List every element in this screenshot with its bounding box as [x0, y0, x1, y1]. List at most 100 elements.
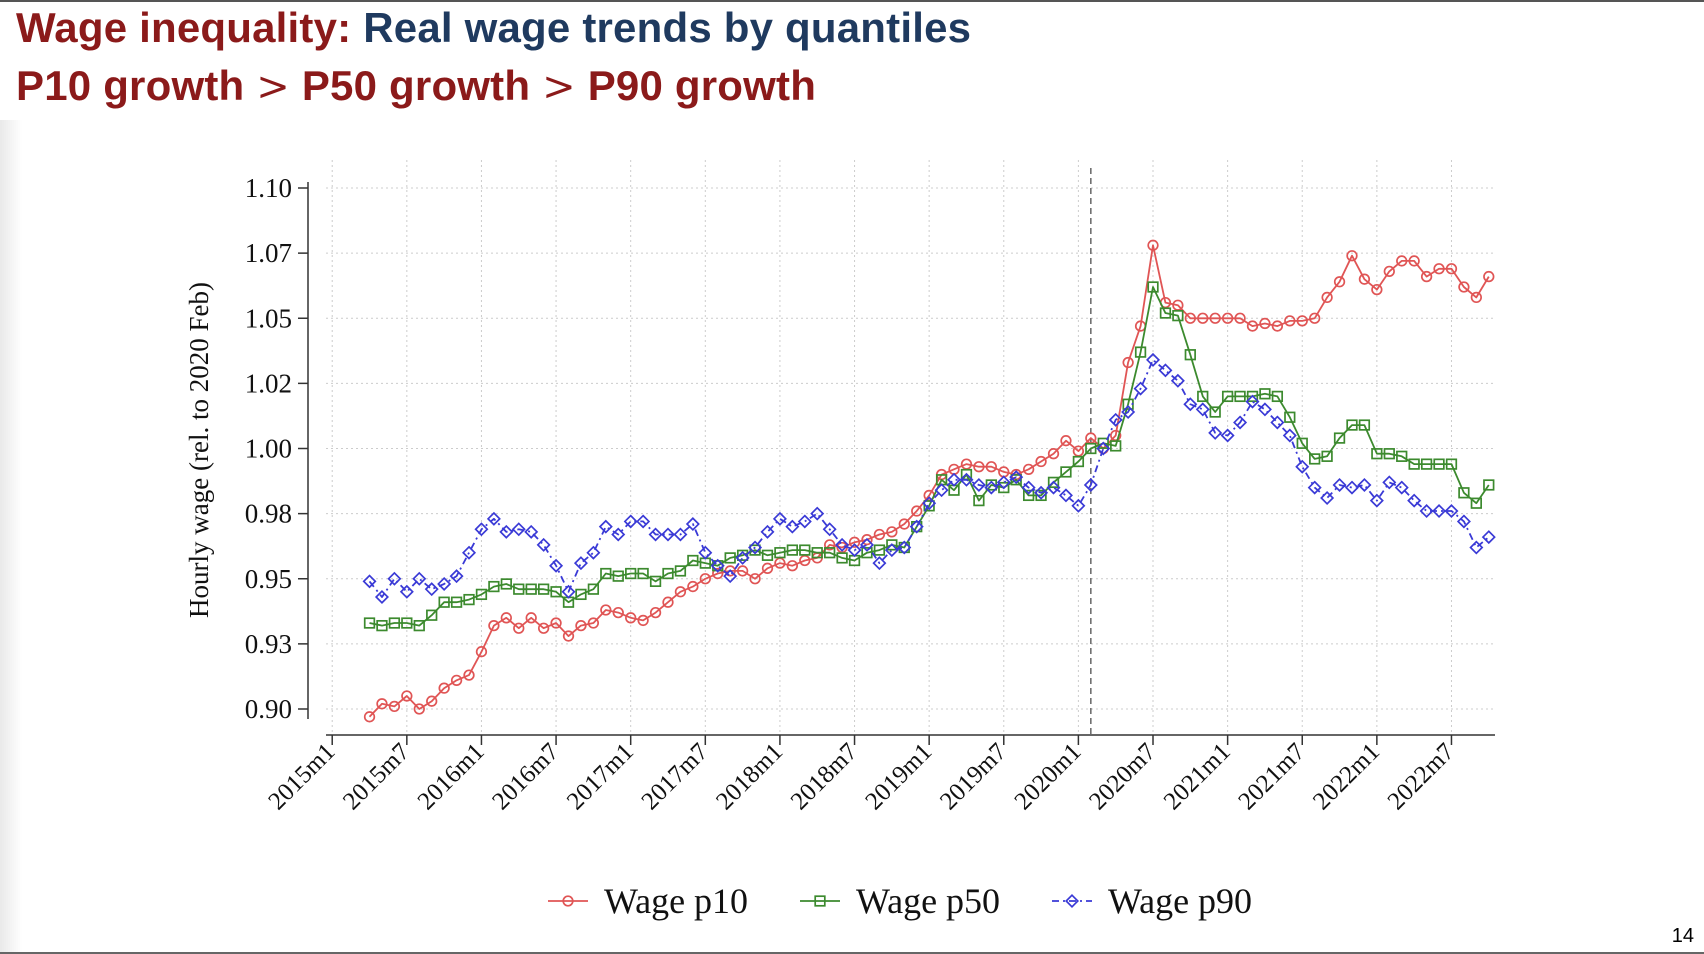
wage-p10-point	[1309, 312, 1321, 324]
wage-p10-point	[525, 612, 537, 624]
wage-p90-point	[424, 582, 439, 597]
wage-p50-point	[1408, 458, 1420, 470]
wage-p50-point	[1433, 458, 1445, 470]
wage-p90-point	[1444, 504, 1459, 519]
wage-p50-point	[1072, 455, 1085, 468]
wage-p90-point	[1357, 477, 1372, 492]
wage-p50-point	[463, 593, 475, 606]
wage-p10-point	[1122, 356, 1134, 369]
wage-p90-point	[362, 574, 377, 589]
wage-p10-point	[1458, 281, 1470, 293]
wage-p10-point	[873, 528, 886, 541]
wage-p50-point	[550, 586, 562, 598]
wage-p90-point	[524, 524, 539, 539]
wage-p10-point	[463, 669, 475, 681]
wage-p90-point	[1170, 373, 1185, 388]
wage-p10-point	[475, 646, 488, 658]
wage-p90-point	[934, 483, 949, 498]
wage-p90-point	[1270, 415, 1285, 430]
wage-p10-point	[898, 518, 910, 530]
wage-p50-point	[873, 544, 886, 556]
wage-p50-point	[1035, 489, 1047, 502]
wage-p50-point	[1110, 440, 1122, 452]
wage-p90-point	[909, 519, 924, 534]
wage-p50-point	[488, 580, 500, 593]
wage-p50-point	[475, 588, 488, 601]
wage-p10-point	[662, 596, 674, 608]
wage-p90-point	[673, 527, 688, 542]
wage-p10-point	[1358, 273, 1371, 285]
wage-p50-point	[625, 567, 637, 580]
wage-p50-point	[799, 544, 811, 556]
wage-p90-point	[1432, 504, 1447, 519]
slide-subtitle: P10 growth > P50 growth > P90 growth	[16, 62, 816, 110]
bottom-border-line	[0, 952, 1704, 954]
wage-p90-point	[884, 543, 899, 558]
wage-p10-point	[761, 562, 774, 574]
wage-p50-point	[1470, 497, 1482, 509]
wage-p50-point	[687, 554, 699, 567]
wage-p10-point	[1433, 263, 1445, 275]
wage-p10-point	[1296, 315, 1308, 327]
wage-p90-point	[1096, 441, 1111, 456]
x-tick-label: 2018m1	[711, 738, 788, 815]
wage-p50-point	[1396, 450, 1408, 462]
wage-p90-point	[785, 519, 800, 534]
wage-p10-point	[537, 622, 550, 634]
wage-p10-point	[500, 612, 512, 624]
wage-p50-point	[824, 547, 836, 559]
wage-p10-point	[699, 573, 711, 585]
wage-p90-point	[1419, 504, 1434, 519]
wage-p50-point	[1483, 479, 1495, 491]
wage-p10-point	[600, 604, 612, 616]
title-part-1: Wage inequality:	[16, 4, 352, 51]
subtitle-gt-2: >	[542, 64, 576, 110]
y-tick-label: 0.93	[245, 629, 292, 659]
wage-p50-point	[500, 578, 512, 590]
wage-p90-point	[660, 527, 675, 542]
wage-p50-point	[1197, 390, 1209, 403]
wage-p90-point	[648, 527, 663, 542]
wage-p50-point	[861, 547, 873, 559]
wage-p10-point	[376, 698, 388, 710]
wage-p90-point	[611, 527, 626, 542]
wage-p50-point	[450, 596, 463, 608]
wage-p50-point	[886, 539, 898, 551]
wage-p90-point	[1133, 381, 1148, 396]
wage-p90-point	[1058, 488, 1073, 503]
wage-p50-point	[1284, 411, 1296, 423]
wage-p90-point	[449, 569, 464, 584]
wage-p90-point	[1369, 493, 1384, 508]
y-tick-label: 1.10	[245, 173, 292, 203]
wage-p10-point	[1420, 270, 1433, 283]
wage-p50-point	[923, 500, 935, 512]
wage-p90-point	[1158, 363, 1173, 378]
wage-p50-point	[1234, 390, 1246, 403]
wage-p90-point	[1208, 425, 1223, 440]
wage-p10-point	[1408, 255, 1420, 267]
wage-p50-point	[998, 481, 1010, 494]
wage-p90-point	[462, 545, 477, 560]
wage-p90-point	[636, 514, 651, 529]
wage-p10-point	[587, 617, 600, 629]
slide-title: Wage inequality: Real wage trends by qua…	[16, 4, 971, 52]
y-tick-label: 1.07	[245, 238, 292, 268]
y-tick-label: 1.02	[245, 368, 292, 398]
wage-p50-point	[401, 617, 413, 629]
wage-p10-point	[1047, 448, 1060, 460]
wage-p50-point	[1458, 487, 1470, 499]
wage-p90-point	[499, 524, 514, 539]
wage-p10-point	[1333, 276, 1346, 288]
wage-p90-point	[735, 550, 750, 565]
wage-p10-point	[1383, 265, 1395, 278]
wage-p50-point	[724, 552, 736, 564]
wage-p50-point	[637, 567, 649, 580]
wage-p10-point	[612, 606, 624, 619]
wage-p50-point	[575, 588, 587, 601]
left-edge-shade	[0, 120, 22, 954]
wage-p90-point	[573, 556, 588, 571]
wage-p50-point	[1383, 448, 1395, 460]
wage-p10-line	[368, 244, 1490, 718]
wage-p90-point	[685, 517, 700, 532]
subtitle-part-1: P10 growth	[16, 62, 245, 109]
